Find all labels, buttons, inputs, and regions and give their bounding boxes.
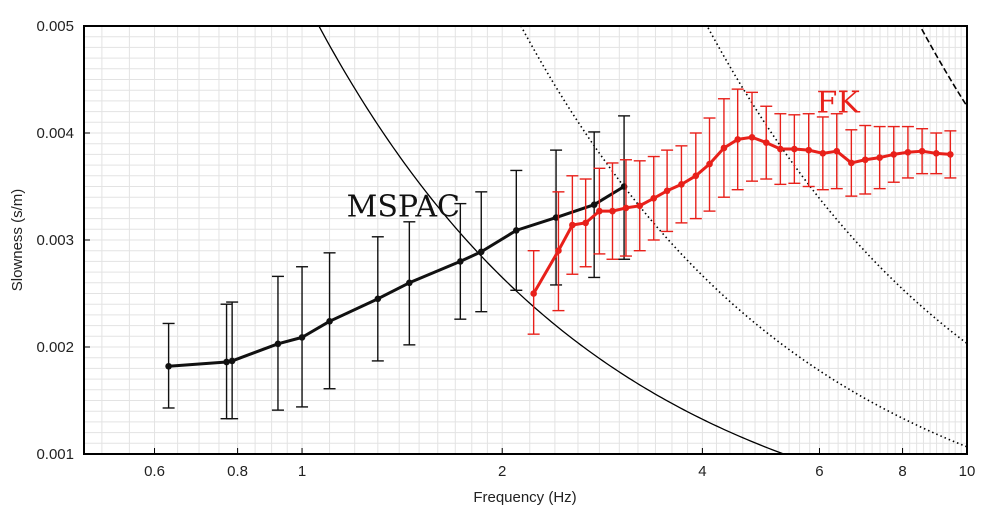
mspac-point <box>477 248 485 256</box>
fk-point <box>720 144 728 152</box>
fk-point <box>706 160 713 168</box>
mspac-point <box>590 201 598 208</box>
annotations: MSPAC FK <box>347 86 861 225</box>
fk-point <box>692 172 700 180</box>
mspac-point <box>228 357 236 365</box>
mspac-line <box>168 185 625 368</box>
x-tick-label: 10 <box>959 463 976 480</box>
fk-point <box>596 207 603 215</box>
fk-point <box>918 147 926 155</box>
fk-point <box>650 194 658 202</box>
reference-curve-solid <box>318 26 786 454</box>
mspac-point <box>223 358 230 366</box>
fk-point <box>947 151 954 158</box>
fk-point <box>555 247 562 254</box>
fk-point <box>890 151 898 158</box>
series-fk <box>527 88 957 335</box>
x-tick-label: 0.6 <box>144 463 165 480</box>
y-tick-label: 0.002 <box>36 339 74 356</box>
fk-point <box>904 148 912 156</box>
mspac-point <box>513 227 520 234</box>
fk-point <box>636 202 644 210</box>
fk-point <box>777 145 784 153</box>
fk-point <box>748 133 756 141</box>
fk-point <box>833 147 841 155</box>
mspac-point <box>326 318 333 325</box>
reference-curve-dotted <box>520 26 967 448</box>
mspac-point <box>457 258 464 265</box>
annotation-fk: FK <box>817 86 861 121</box>
reference-curves <box>318 26 967 454</box>
mspac-point <box>274 340 282 348</box>
fk-point <box>678 181 685 188</box>
y-axis-title: Slowness (s/m) <box>9 189 26 292</box>
x-tick-label: 6 <box>815 463 823 480</box>
y-tick-label: 0.003 <box>36 232 74 249</box>
x-tick-label: 4 <box>698 463 706 480</box>
x-tick-label: 2 <box>498 463 506 480</box>
y-tick-label: 0.001 <box>36 446 74 463</box>
mspac-point <box>298 334 306 341</box>
x-tick-label: 1 <box>298 463 306 480</box>
fk-point <box>876 154 883 161</box>
y-tick-label: 0.004 <box>36 125 74 142</box>
mspac-point <box>406 279 413 287</box>
mspac-point <box>165 362 172 370</box>
tick-labels: 0.6 0.8 1 2 4 6 8 10 0.001 0.002 0.003 0.004 0.005 <box>36 18 975 480</box>
mspac-point <box>374 295 382 303</box>
series-mspac <box>162 115 631 420</box>
fk-point <box>582 219 589 227</box>
fk-point <box>530 290 537 297</box>
fk-point <box>848 159 855 167</box>
fk-point <box>734 136 741 143</box>
x-axis-title: Frequency (Hz) <box>473 489 576 506</box>
fk-point <box>569 221 576 229</box>
fk-point <box>663 187 671 195</box>
x-tick-label: 8 <box>898 463 906 480</box>
fk-point <box>762 139 770 146</box>
data-series <box>162 88 957 420</box>
fk-point <box>932 150 940 157</box>
fk-point <box>805 146 812 154</box>
fk-point <box>861 156 869 164</box>
annotation-mspac: MSPAC <box>347 189 460 224</box>
fk-point <box>819 150 827 157</box>
fk-point <box>791 145 798 153</box>
fk-point <box>622 204 630 212</box>
y-tick-label: 0.005 <box>36 18 74 35</box>
mspac-point <box>552 214 560 221</box>
fk-point <box>609 207 616 215</box>
x-tick-label: 0.8 <box>227 463 248 480</box>
